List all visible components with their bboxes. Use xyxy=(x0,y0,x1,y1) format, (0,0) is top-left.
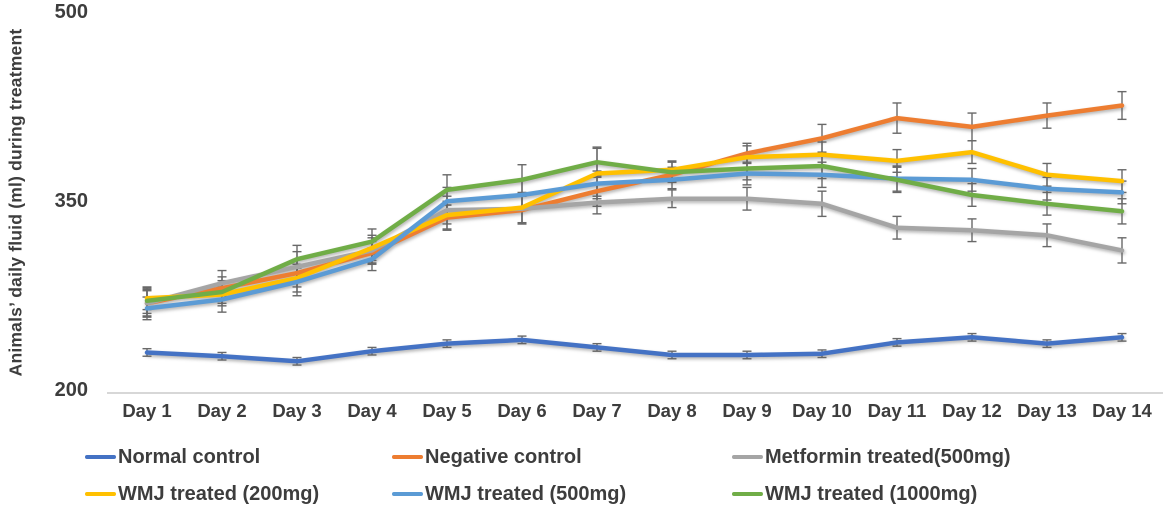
series-line-metformin-treated-500mg xyxy=(144,196,1125,306)
series-line-negative-control xyxy=(144,103,1125,306)
y-axis-title: Animals’ daily fluid (ml) during treatme… xyxy=(5,28,26,377)
legend-swatch-metformin-treated-500mg xyxy=(732,454,763,460)
legend-label: Metformin treated(500mg) xyxy=(765,446,1011,468)
legend-swatch-negative-control xyxy=(392,454,423,460)
x-axis-label: Day 8 xyxy=(647,400,696,421)
series-line-normal-control xyxy=(144,335,1125,364)
x-axis-label: Day 1 xyxy=(122,400,171,421)
legend-label: Normal control xyxy=(118,446,261,468)
error-bars xyxy=(142,90,1127,366)
x-axis-label: Day 13 xyxy=(1017,400,1077,421)
x-axis-label: Day 3 xyxy=(272,400,321,421)
legend-swatch-wmj-treated-200mg xyxy=(85,491,116,497)
legend-label: WMJ treated (1000mg) xyxy=(765,483,978,505)
series-line-wmj-treated-1000mg xyxy=(144,159,1125,304)
legend-item-normal-control: Normal control xyxy=(85,447,260,467)
x-axis-label: Day 4 xyxy=(347,400,397,421)
legend-label: WMJ treated (500mg) xyxy=(425,483,627,505)
legend-swatch-wmj-treated-1000mg xyxy=(732,491,763,497)
legend-item-wmj-treated-1000mg: WMJ treated (1000mg) xyxy=(732,484,977,504)
series-line-wmj-treated-500mg xyxy=(144,171,1125,311)
y-axis-tick-label: 500 xyxy=(55,1,88,23)
x-axis-label: Day 7 xyxy=(572,400,621,421)
x-axis-label: Day 9 xyxy=(722,400,771,421)
plot-area: 200 350 500 Day 1 Day 2 Day 3 Day 4 Day 5 Day 6 D… xyxy=(55,1,1163,421)
legend-item-wmj-treated-200mg: WMJ treated (200mg) xyxy=(85,484,319,504)
x-axis-label: Day 11 xyxy=(868,400,927,421)
x-axis-label: Day 14 xyxy=(1092,400,1152,421)
x-axis-label: Day 10 xyxy=(792,400,852,421)
legend-item-metformin-treated-500mg: Metformin treated(500mg) xyxy=(732,447,1011,467)
x-axis-label: Day 12 xyxy=(942,400,1002,421)
legend-label: WMJ treated (200mg) xyxy=(118,483,320,505)
legend-label: Negative control xyxy=(425,446,582,468)
legend-item-negative-control: Negative control xyxy=(392,447,582,467)
series-lines xyxy=(144,103,1125,364)
x-axis-label: Day 2 xyxy=(197,400,246,421)
x-axis-label: Day 6 xyxy=(497,400,546,421)
legend-item-wmj-treated-500mg: WMJ treated (500mg) xyxy=(392,484,626,504)
legend-swatch-wmj-treated-500mg xyxy=(392,491,423,497)
legend-swatch-normal-control xyxy=(85,454,116,460)
y-axis-tick-label: 200 xyxy=(55,379,88,401)
series-line-wmj-treated-200mg xyxy=(144,149,1125,301)
x-axis-label: Day 5 xyxy=(422,400,471,421)
y-axis-tick-label: 350 xyxy=(55,190,88,212)
